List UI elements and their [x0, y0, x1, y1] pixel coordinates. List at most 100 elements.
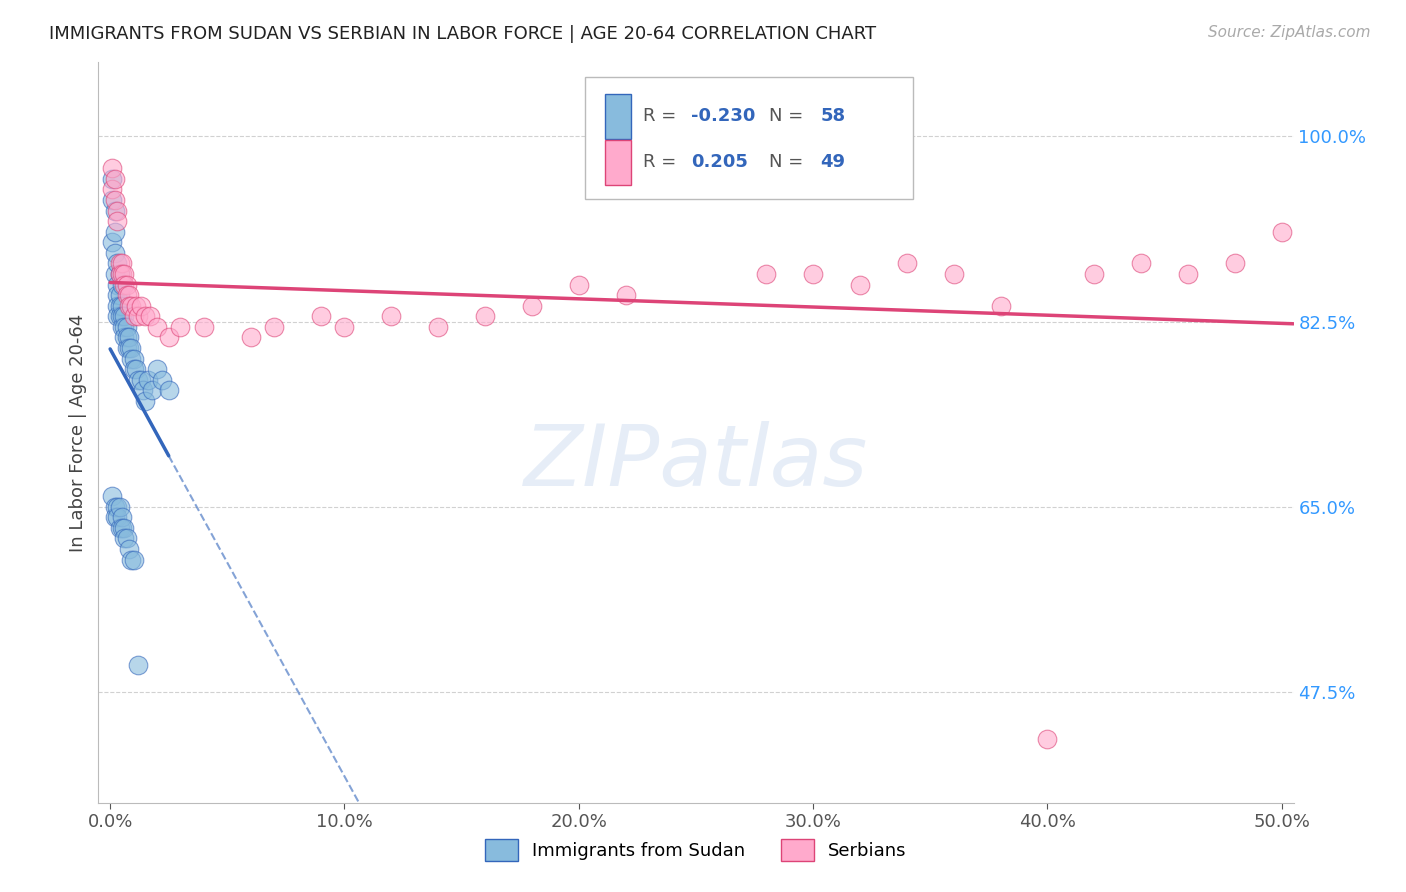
Point — [150, 373, 173, 387]
Point — [136, 373, 159, 387]
Text: Source: ZipAtlas.com: Source: ZipAtlas.com — [1208, 25, 1371, 40]
Point — [111, 510, 134, 524]
Point — [101, 171, 124, 186]
Point — [127, 310, 149, 324]
Point — [132, 384, 155, 398]
Point — [157, 330, 180, 344]
Point — [112, 310, 135, 324]
Point — [118, 330, 141, 344]
Point — [111, 299, 134, 313]
Point — [105, 500, 128, 514]
Point — [122, 552, 145, 566]
Point — [309, 310, 332, 324]
Point — [139, 310, 162, 324]
Text: R =: R = — [644, 153, 682, 171]
Point — [1177, 267, 1199, 281]
Point — [108, 288, 131, 302]
Point — [990, 299, 1012, 313]
Point — [1271, 225, 1294, 239]
Point — [115, 532, 138, 546]
Point — [104, 267, 127, 281]
Point — [474, 310, 496, 324]
Y-axis label: In Labor Force | Age 20-64: In Labor Force | Age 20-64 — [69, 313, 87, 552]
Text: R =: R = — [644, 108, 682, 126]
Legend: Immigrants from Sudan, Serbians: Immigrants from Sudan, Serbians — [478, 831, 914, 868]
Point — [112, 277, 135, 292]
Point — [105, 214, 128, 228]
Point — [108, 521, 131, 535]
Point — [122, 310, 145, 324]
Text: -0.230: -0.230 — [692, 108, 755, 126]
Text: IMMIGRANTS FROM SUDAN VS SERBIAN IN LABOR FORCE | AGE 20-64 CORRELATION CHART: IMMIGRANTS FROM SUDAN VS SERBIAN IN LABO… — [49, 25, 876, 43]
Point — [108, 500, 131, 514]
Point — [896, 256, 918, 270]
Text: 0.205: 0.205 — [692, 153, 748, 171]
Point — [122, 362, 145, 376]
Point — [111, 310, 134, 324]
Point — [112, 532, 135, 546]
Point — [849, 277, 872, 292]
Text: 49: 49 — [820, 153, 845, 171]
Point — [120, 351, 142, 366]
Point — [129, 373, 152, 387]
Point — [105, 277, 128, 292]
Point — [108, 267, 131, 281]
Point — [127, 658, 149, 673]
Point — [118, 341, 141, 355]
Point — [129, 299, 152, 313]
Point — [104, 203, 127, 218]
Point — [104, 245, 127, 260]
Point — [1083, 267, 1105, 281]
Point — [120, 299, 142, 313]
Point — [755, 267, 778, 281]
Point — [105, 256, 128, 270]
Point — [104, 193, 127, 207]
Point — [146, 362, 169, 376]
Text: ZIPatlas: ZIPatlas — [524, 421, 868, 504]
Point — [263, 319, 285, 334]
Text: N =: N = — [769, 153, 808, 171]
Point — [108, 256, 131, 270]
Point — [127, 373, 149, 387]
Point — [108, 299, 131, 313]
Point — [120, 341, 142, 355]
Point — [520, 299, 543, 313]
Point — [141, 384, 163, 398]
Point — [614, 288, 637, 302]
Point — [169, 319, 191, 334]
Point — [118, 288, 141, 302]
Point — [118, 299, 141, 313]
Point — [101, 235, 124, 250]
Point — [120, 552, 142, 566]
Point — [134, 310, 156, 324]
Bar — [605, 95, 631, 138]
Point — [1223, 256, 1246, 270]
Point — [568, 277, 591, 292]
Point — [801, 267, 824, 281]
Point — [1036, 732, 1059, 747]
Point — [157, 384, 180, 398]
Point — [112, 267, 135, 281]
Point — [111, 277, 134, 292]
Point — [112, 319, 135, 334]
Point — [108, 267, 131, 281]
Point — [125, 362, 148, 376]
Point — [118, 541, 141, 556]
Point — [104, 500, 127, 514]
Point — [134, 393, 156, 408]
Point — [105, 299, 128, 313]
Point — [105, 510, 128, 524]
Point — [101, 161, 124, 176]
Point — [101, 489, 124, 503]
Point — [104, 510, 127, 524]
Point — [105, 310, 128, 324]
Point — [146, 319, 169, 334]
Point — [115, 288, 138, 302]
Point — [105, 288, 128, 302]
Point — [115, 330, 138, 344]
Point — [115, 277, 138, 292]
Point — [101, 182, 124, 196]
Point — [115, 341, 138, 355]
Point — [112, 521, 135, 535]
Point — [193, 319, 215, 334]
